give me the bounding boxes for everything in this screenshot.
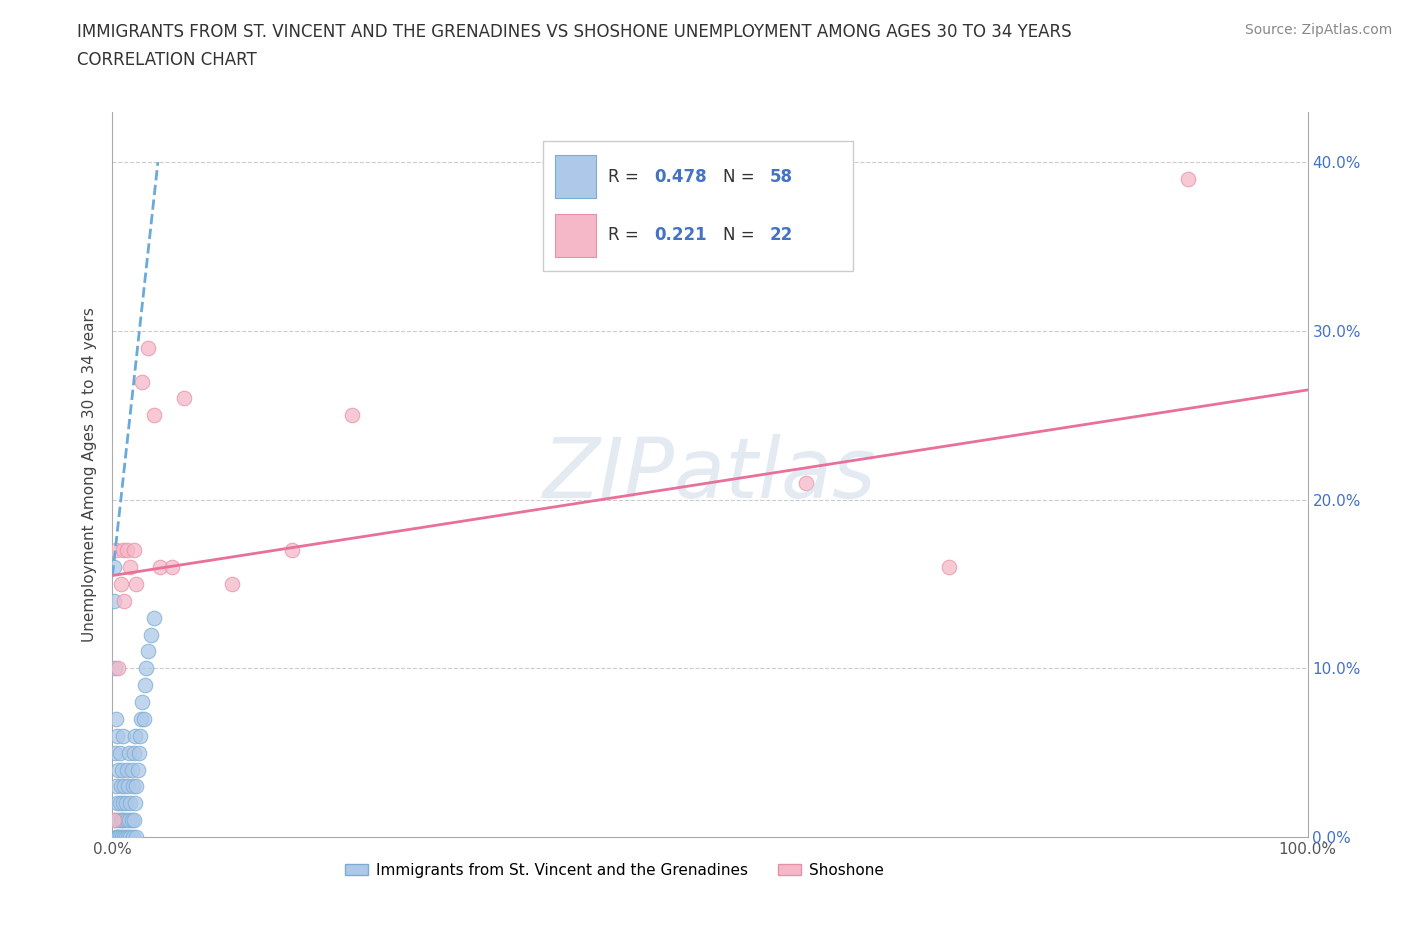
Point [114, 593, 135, 608]
Point [105, 543, 128, 558]
Point [108, 796, 131, 811]
Point [118, 745, 141, 760]
Point [281, 543, 304, 558]
Point [105, 711, 128, 726]
Point [114, 830, 135, 844]
Legend: Immigrants from St. Vincent and the Grenadines, Shoshone: Immigrants from St. Vincent and the Gren… [339, 857, 890, 884]
Point [108, 745, 131, 760]
Text: IMMIGRANTS FROM ST. VINCENT AND THE GRENADINES VS SHOSHONE UNEMPLOYMENT AMONG AG: IMMIGRANTS FROM ST. VINCENT AND THE GREN… [77, 23, 1071, 41]
Point [131, 695, 153, 710]
Point [104, 661, 127, 676]
Point [117, 779, 139, 794]
Point [112, 728, 135, 743]
Point [117, 830, 139, 844]
Point [121, 813, 143, 828]
Point [103, 560, 125, 575]
Point [105, 830, 128, 844]
Text: Source: ZipAtlas.com: Source: ZipAtlas.com [1244, 23, 1392, 37]
Point [104, 745, 127, 760]
Point [125, 577, 148, 591]
Point [128, 745, 150, 760]
Point [114, 830, 136, 844]
Point [121, 830, 143, 844]
Point [111, 813, 134, 828]
Point [221, 577, 243, 591]
Point [135, 661, 157, 676]
Point [112, 543, 135, 558]
Point [124, 796, 146, 811]
Point [103, 813, 125, 828]
Point [114, 779, 135, 794]
Point [125, 830, 148, 844]
Point [111, 762, 134, 777]
Point [105, 796, 128, 811]
Point [138, 340, 160, 355]
Point [110, 577, 132, 591]
Point [114, 796, 136, 811]
Point [118, 813, 141, 828]
Point [103, 593, 125, 608]
Point [121, 762, 143, 777]
Point [132, 711, 155, 726]
Point [120, 830, 142, 844]
Point [124, 728, 146, 743]
Point [107, 813, 129, 828]
Point [114, 813, 135, 828]
Point [125, 779, 148, 794]
Point [110, 779, 132, 794]
Point [794, 475, 817, 490]
Point [122, 813, 145, 828]
Point [121, 779, 143, 794]
Point [162, 560, 183, 575]
Text: CORRELATION CHART: CORRELATION CHART [77, 51, 257, 69]
Point [105, 728, 128, 743]
Point [340, 408, 363, 423]
Point [120, 560, 142, 575]
Point [149, 560, 172, 575]
Point [122, 745, 145, 760]
Point [115, 762, 138, 777]
Point [143, 408, 166, 423]
Point [938, 560, 960, 575]
Point [105, 779, 128, 794]
Point [173, 391, 195, 405]
Text: ZIPatlas: ZIPatlas [543, 433, 877, 515]
Point [1177, 172, 1199, 187]
Point [110, 813, 132, 828]
Point [115, 813, 138, 828]
Point [107, 762, 129, 777]
Point [129, 711, 152, 726]
Point [138, 644, 160, 658]
Point [108, 830, 131, 844]
Point [129, 728, 152, 743]
Point [143, 610, 166, 625]
Point [134, 678, 156, 693]
Point [131, 374, 153, 389]
Point [107, 830, 129, 844]
Point [112, 796, 135, 811]
Point [111, 830, 134, 844]
Point [115, 543, 138, 558]
Point [104, 813, 127, 828]
Point [122, 543, 145, 558]
Point [105, 830, 128, 844]
Y-axis label: Unemployment Among Ages 30 to 34 years: Unemployment Among Ages 30 to 34 years [82, 307, 97, 642]
Point [127, 762, 149, 777]
Point [107, 661, 129, 676]
Point [120, 796, 142, 811]
Point [139, 627, 162, 642]
